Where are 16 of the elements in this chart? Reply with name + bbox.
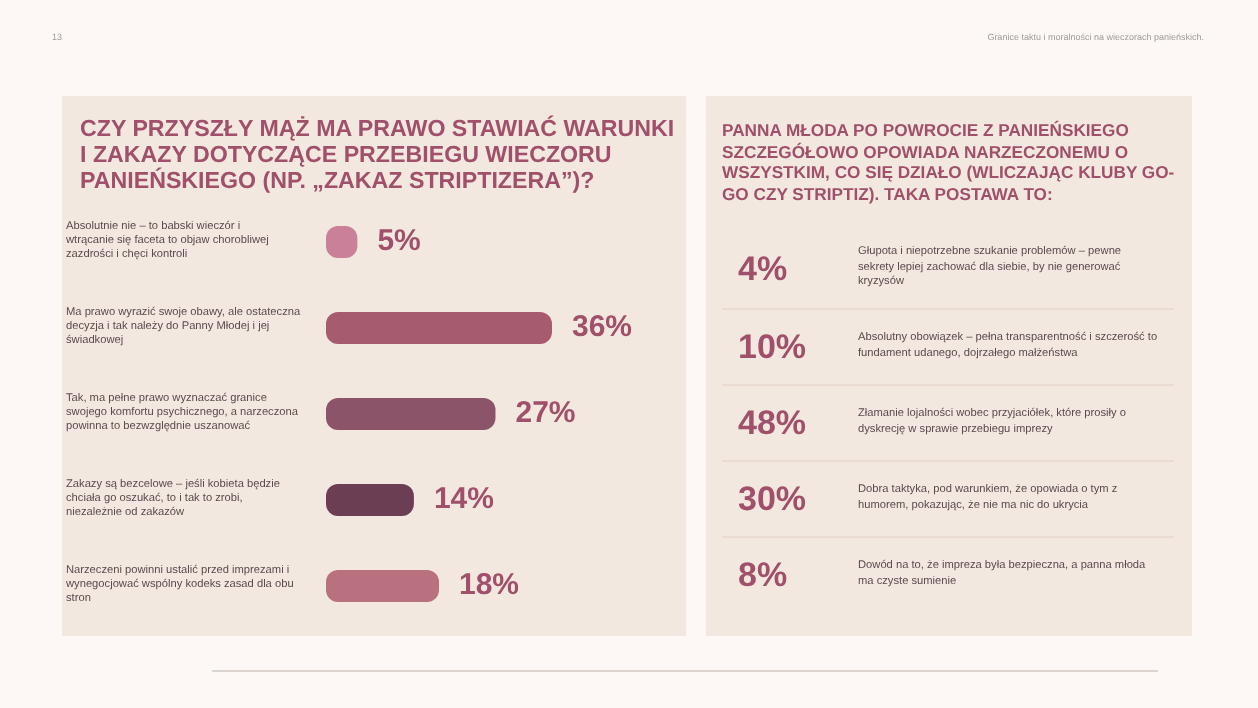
text: PANNA MŁODA PO POWROCIE Z PANIEŃSKIEGO SZCZEGÓŁOWO OPOWIADA NARZECZONEMU O WSZYSTKIM, CO SIĘ DZIAŁO (WLICZAJĄC KLUBY GO-GO CZY STRIPTIZ). TAKA POSTAWA TO: bbox=[722, 120, 1177, 204]
chart-title: CZY PRZYSZŁY MĄŻ MA PRAWO STAWIAĆ WARUNKI I ZAKAZY DOTYCZĄCE PRZEBIEGU WIECZORU PANIEŃSKIEGO (NP. „ZAKAZ STRIPTIZERA”)? bbox=[80, 116, 676, 194]
data-label: 48% bbox=[736, 403, 809, 443]
data-label: 14% bbox=[433, 481, 494, 516]
bar bbox=[326, 570, 439, 602]
data-label: 8% bbox=[736, 555, 790, 595]
data-label: 36% bbox=[572, 309, 633, 344]
bar bbox=[326, 312, 552, 344]
data-label: 18% bbox=[459, 567, 520, 602]
bar bbox=[326, 398, 496, 430]
data-label: 30% bbox=[736, 479, 809, 519]
data-label: 4% bbox=[736, 249, 790, 289]
data-label: 5% bbox=[377, 223, 421, 258]
bar bbox=[326, 484, 414, 516]
data-label: 27% bbox=[515, 395, 576, 430]
data-label: 10% bbox=[736, 327, 809, 367]
